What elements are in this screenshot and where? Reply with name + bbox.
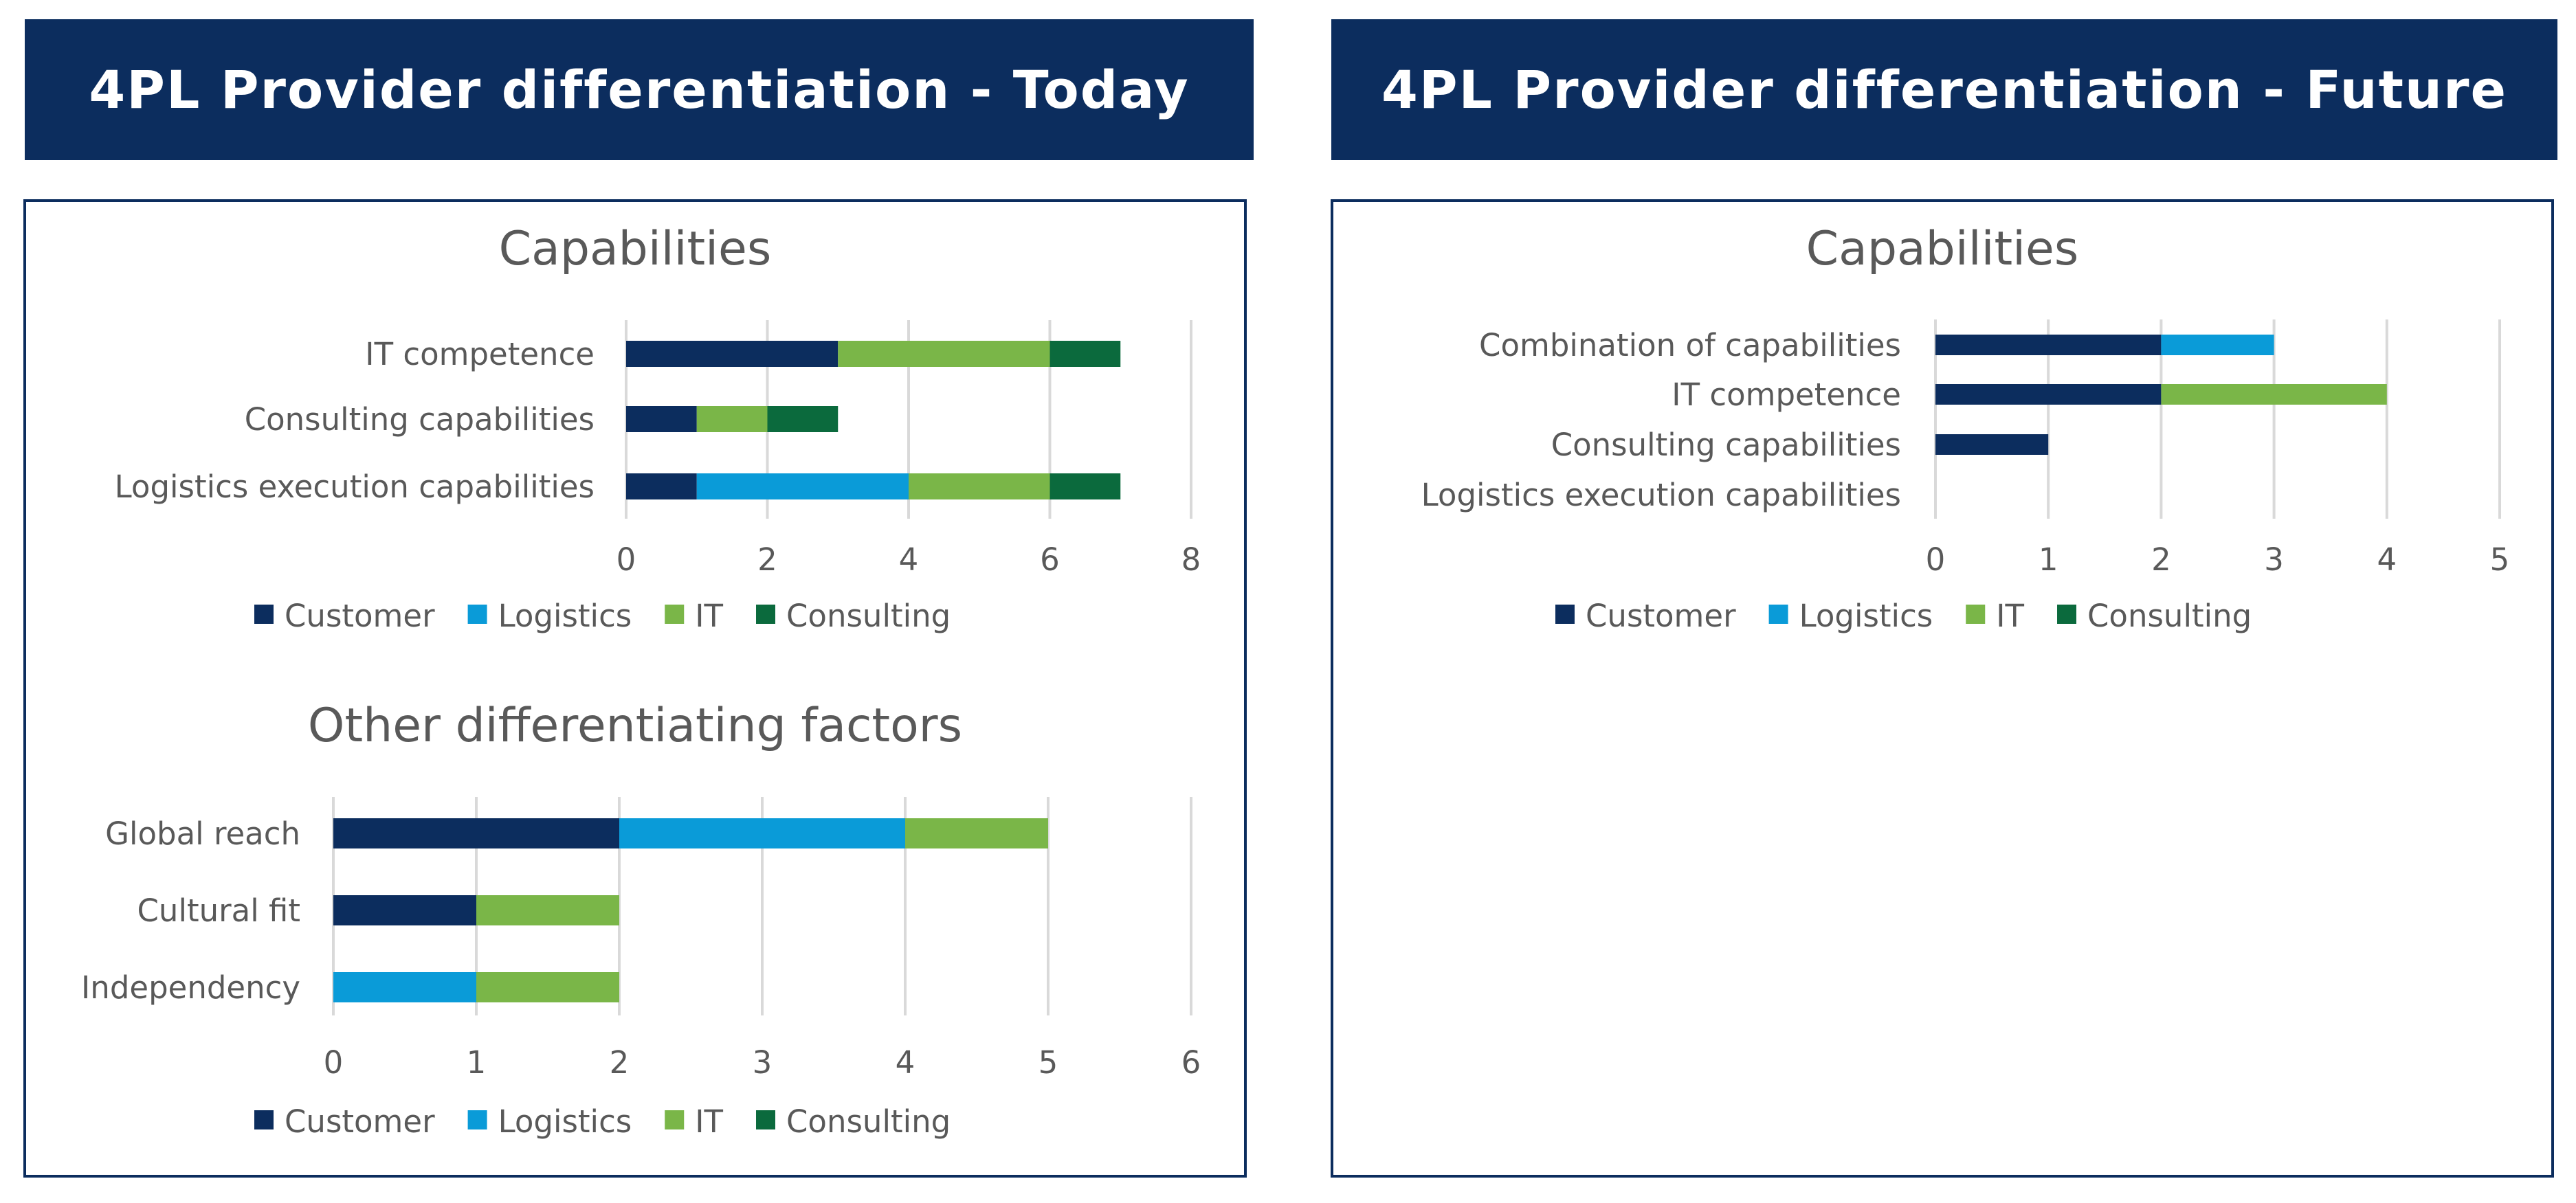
bar-independency-logistics — [333, 972, 476, 1002]
category-label: Logistics execution capabilities — [115, 469, 595, 505]
legend-label-logistics: Logistics — [498, 598, 632, 634]
legend-swatch-it — [665, 605, 685, 624]
bar-logistics-execution-capabilities-it — [909, 473, 1050, 499]
bar-consulting-capabilities-customer — [626, 406, 697, 432]
tick-label: 0 — [617, 541, 636, 578]
legend-swatch-it — [665, 1110, 685, 1129]
bar-it-competence-consulting — [1050, 341, 1121, 367]
legend-swatch-consulting — [756, 1110, 776, 1129]
bar-logistics-execution-capabilities-logistics — [696, 473, 909, 499]
bar-it-competence-customer — [1935, 384, 2162, 405]
chart-title: Capabilities — [1806, 222, 2079, 276]
bar-logistics-execution-capabilities-customer — [626, 473, 697, 499]
bar-independency-it — [476, 972, 619, 1002]
tick-label: 2 — [610, 1044, 630, 1081]
legend-label-consulting: Consulting — [786, 598, 951, 634]
chart-today-other-factors: Other differentiating factors Global reac… — [81, 699, 1201, 1140]
legend-swatch-logistics — [1768, 605, 1788, 624]
category-label: Logistics execution capabilities — [1421, 477, 1901, 513]
bar-logistics-execution-capabilities-consulting — [1050, 473, 1121, 499]
header-today: 4PL Provider differentiation - Today — [25, 19, 1254, 160]
chart-future-capabilities: Capabilities Combination of capabilities I… — [1421, 222, 2510, 634]
chart-title: Capabilities — [499, 222, 772, 276]
tick-label: 5 — [1039, 1044, 1058, 1081]
bar-combination-of-capabilities-customer — [1935, 335, 2162, 355]
bar-global-reach-customer — [333, 818, 619, 848]
category-label: Consulting capabilities — [1551, 427, 1901, 463]
legend-swatch-customer — [1555, 605, 1575, 624]
bar-combination-of-capabilities-logistics — [2161, 335, 2274, 355]
tick-label: 0 — [324, 1044, 344, 1081]
legend-label-it: IT — [1996, 598, 2024, 634]
legend-label-consulting: Consulting — [2087, 598, 2252, 634]
legend-label-consulting: Consulting — [786, 1103, 951, 1140]
legend-swatch-it — [1966, 605, 1986, 624]
legend-label-it: IT — [695, 598, 723, 634]
category-label: Cultural fit — [137, 892, 300, 929]
category-label: Consulting capabilities — [245, 401, 595, 438]
category-label: IT competence — [1672, 376, 1901, 413]
tick-label: 0 — [1926, 541, 1946, 578]
category-label: Independency — [81, 969, 300, 1006]
legend-swatch-logistics — [467, 1110, 487, 1129]
legend-label-customer: Customer — [1586, 598, 1736, 634]
tick-label: 1 — [2039, 541, 2058, 578]
legend-swatch-logistics — [467, 605, 487, 624]
bar-cultural-fit-customer — [333, 895, 476, 925]
tick-label: 4 — [896, 1044, 915, 1081]
tick-label: 5 — [2490, 541, 2510, 578]
tick-label: 2 — [2151, 541, 2171, 578]
category-label: IT competence — [365, 336, 595, 372]
bar-cultural-fit-it — [476, 895, 619, 925]
legend-label-customer: Customer — [285, 598, 435, 634]
legend-swatch-customer — [254, 1110, 274, 1129]
tick-label: 1 — [467, 1044, 487, 1081]
tick-label: 6 — [1040, 541, 1060, 578]
legend-label-it: IT — [695, 1103, 723, 1140]
legend-swatch-consulting — [2057, 605, 2077, 624]
bar-consulting-capabilities-it — [696, 406, 768, 432]
tick-label: 8 — [1181, 541, 1201, 578]
legend-label-logistics: Logistics — [1799, 598, 1933, 634]
header-future: 4PL Provider differentiation - Future — [1331, 19, 2557, 160]
chart-today-capabilities: Capabilities IT competence Consulting capa… — [115, 222, 1201, 634]
bar-it-competence-it — [2161, 384, 2387, 405]
bar-it-competence-it — [838, 341, 1050, 367]
category-label: Combination of capabilities — [1479, 327, 1901, 363]
legend-label-logistics: Logistics — [498, 1103, 632, 1140]
bar-global-reach-logistics — [619, 818, 905, 848]
panel-future — [1331, 199, 2554, 1178]
bar-global-reach-it — [905, 818, 1048, 848]
tick-label: 3 — [753, 1044, 773, 1081]
tick-label: 4 — [899, 541, 919, 578]
bar-it-competence-customer — [626, 341, 839, 367]
tick-label: 4 — [2377, 541, 2397, 578]
bar-consulting-capabilities-consulting — [767, 406, 839, 432]
category-label: Global reach — [105, 816, 300, 852]
legend-label-customer: Customer — [285, 1103, 435, 1140]
legend-swatch-consulting — [756, 605, 776, 624]
tick-label: 6 — [1181, 1044, 1201, 1081]
tick-label: 3 — [2264, 541, 2284, 578]
chart-title: Other differentiating factors — [308, 699, 962, 753]
bar-consulting-capabilities-customer — [1935, 434, 2049, 455]
legend-swatch-customer — [254, 605, 274, 624]
tick-label: 2 — [757, 541, 777, 578]
